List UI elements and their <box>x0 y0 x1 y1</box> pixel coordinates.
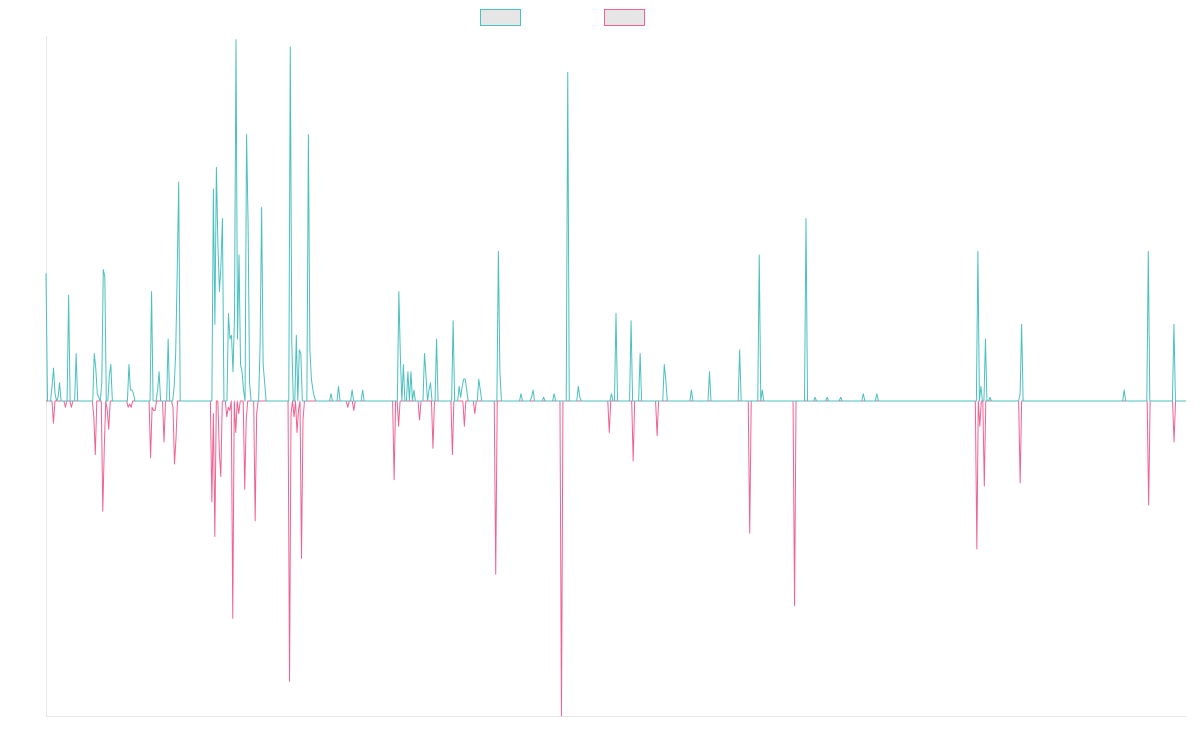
legend <box>480 9 645 26</box>
series-line-2 <box>46 400 1186 717</box>
legend-swatch-1[interactable] <box>480 9 521 26</box>
series-line-1 <box>45 39 1186 402</box>
legend-swatch-2[interactable] <box>604 9 645 26</box>
series-layer <box>45 39 1186 717</box>
